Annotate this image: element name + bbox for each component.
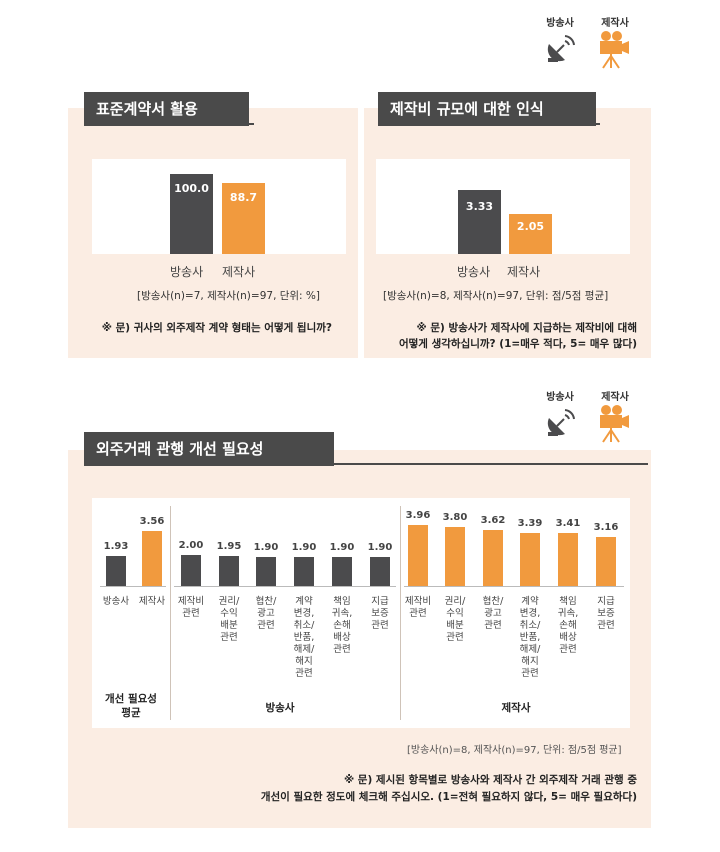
section3-title: 외주거래 관행 개선 필요성 (84, 432, 334, 466)
legend-broadcaster-label: 방송사 (546, 18, 574, 29)
avg-category-label: 방송사 (102, 596, 130, 607)
bar-s2-producer (509, 214, 552, 254)
group-separator (400, 506, 401, 720)
bar-label-s1-broadcaster: 100.0 (174, 182, 209, 195)
bar-s1-producer (222, 183, 265, 254)
producer-item-bar-1-value: 3.80 (442, 512, 468, 523)
broadcaster-item-bar-5-value: 1.90 (367, 542, 393, 553)
broadcaster-item-category: 지급 보증 관련 (371, 596, 389, 631)
broadcaster-item-bar-2-value: 1.90 (253, 542, 279, 553)
producer-item-category: 책임 귀속, 손해 배상 관련 (557, 596, 579, 655)
section3-chart-area (92, 498, 630, 728)
broadcaster-item-category: 협찬/ 광고 관련 (255, 596, 277, 631)
producer-item-bar-0 (408, 525, 428, 586)
broadcaster-item-bar-4 (332, 557, 352, 586)
s2-category-broadcaster: 방송사 (457, 265, 491, 279)
broadcaster-item-category: 제작비 관련 (177, 596, 205, 619)
broadcaster-item-bar-3-value: 1.90 (291, 542, 317, 553)
producer-item-bar-5-value: 3.16 (593, 522, 619, 533)
avg-bar-producer-value: 3.56 (139, 516, 165, 527)
producer-item-bar-4-value: 3.41 (555, 518, 581, 529)
broadcaster-item-bar-0-value: 2.00 (178, 540, 204, 551)
s2-question-line1: ※ 문) 방송사가 제작사에 지급하는 제작비에 대해 (416, 322, 637, 334)
bar-label-s1-producer: 88.7 (229, 191, 258, 204)
producer-item-category: 권리/ 수익 배분 관련 (444, 596, 466, 643)
avg-bar-producer (142, 531, 162, 586)
group-label-average: 개선 필요성 평균 (105, 693, 157, 719)
broadcaster-item-category: 권리/ 수익 배분 관련 (218, 596, 240, 643)
group-separator (170, 506, 171, 720)
broadcaster-item-bar-5 (370, 557, 390, 586)
section1-chart-area (92, 159, 346, 254)
s3-question-line1: ※ 문) 제시된 항목별로 방송사와 제작사 간 외주제작 거래 관행 중 (343, 774, 637, 786)
avg-bar-broadcaster-value: 1.93 (103, 541, 129, 552)
s2-category-producer: 제작사 (507, 265, 541, 279)
bar-label-s2-broadcaster: 3.33 (465, 200, 494, 213)
avg-bar-broadcaster (106, 556, 126, 586)
movie-camera-icon (600, 31, 629, 69)
producer-item-category: 지급 보증 관련 (597, 596, 615, 631)
broadcaster-item-bar-1 (219, 556, 239, 586)
s1-category-producer: 제작사 (222, 265, 256, 279)
producer-item-category: 계약 변경, 취소/ 반품, 해제/ 해지 관련 (519, 596, 541, 679)
section2-title: 제작비 규모에 대한 인식 (378, 92, 596, 126)
s2-sample-note: [방송사(n)=8, 제작사(n)=97, 단위: 점/5점 평균] (383, 290, 609, 302)
producer-item-bar-0-value: 3.96 (405, 510, 431, 521)
baseline (404, 586, 624, 587)
bar-s2-broadcaster (458, 190, 501, 254)
satellite-dish-icon (547, 35, 575, 62)
s2-question-line2: 어떻게 생각하십니까? (1=매우 적다, 5= 매우 많다) (398, 338, 637, 350)
section1-title: 표준계약서 활용 (84, 92, 249, 126)
baseline (174, 586, 396, 587)
legend-broadcaster-label: 방송사 (546, 392, 574, 403)
producer-item-bar-3 (520, 533, 540, 586)
section2-chart-area (376, 159, 630, 254)
producer-item-bar-5 (596, 537, 616, 586)
s1-question: ※ 문) 귀사의 외주제작 계약 형태는 어떻게 됩니까? (101, 322, 332, 334)
producer-item-bar-2 (483, 530, 503, 586)
group-label-broadcaster: 방송사 (265, 702, 295, 714)
baseline (100, 586, 166, 587)
broadcaster-item-category: 책임 귀속, 손해 배상 관련 (331, 596, 353, 655)
avg-category-label: 제작사 (138, 596, 166, 607)
producer-item-bar-1 (445, 527, 465, 586)
producer-item-bar-3-value: 3.39 (517, 518, 543, 529)
title-underline (84, 463, 648, 465)
group-label-producer: 제작사 (501, 702, 531, 714)
s1-category-broadcaster: 방송사 (170, 265, 204, 279)
producer-item-category: 제작비 관련 (404, 596, 432, 619)
s3-sample-note: [방송사(n)=8, 제작사(n)=97, 단위: 점/5점 평균] (407, 745, 622, 756)
s1-sample-note: [방송사(n)=7, 제작사(n)=97, 단위: %] (137, 290, 321, 302)
broadcaster-item-bar-4-value: 1.90 (329, 542, 355, 553)
broadcaster-item-bar-3 (294, 557, 314, 586)
bar-label-s2-producer: 2.05 (516, 220, 545, 233)
broadcaster-item-bar-0 (181, 555, 201, 586)
broadcaster-item-category: 계약 변경, 취소/ 반품, 해제/ 해지 관련 (293, 596, 315, 679)
satellite-dish-icon (547, 409, 575, 436)
broadcaster-item-bar-2 (256, 557, 276, 586)
producer-item-bar-2-value: 3.62 (480, 515, 506, 526)
s3-question-line2: 개선이 필요한 정도에 체크해 주십시오. (1=전혀 필요하지 않다, 5= … (260, 791, 637, 803)
movie-camera-icon (600, 405, 629, 443)
producer-item-bar-4 (558, 533, 578, 586)
bar-s1-broadcaster (170, 174, 213, 254)
legend-producer-label: 제작사 (601, 392, 629, 403)
legend-producer-label: 제작사 (601, 18, 629, 29)
producer-item-category: 협찬/ 광고 관련 (482, 596, 504, 631)
broadcaster-item-bar-1-value: 1.95 (216, 541, 242, 552)
